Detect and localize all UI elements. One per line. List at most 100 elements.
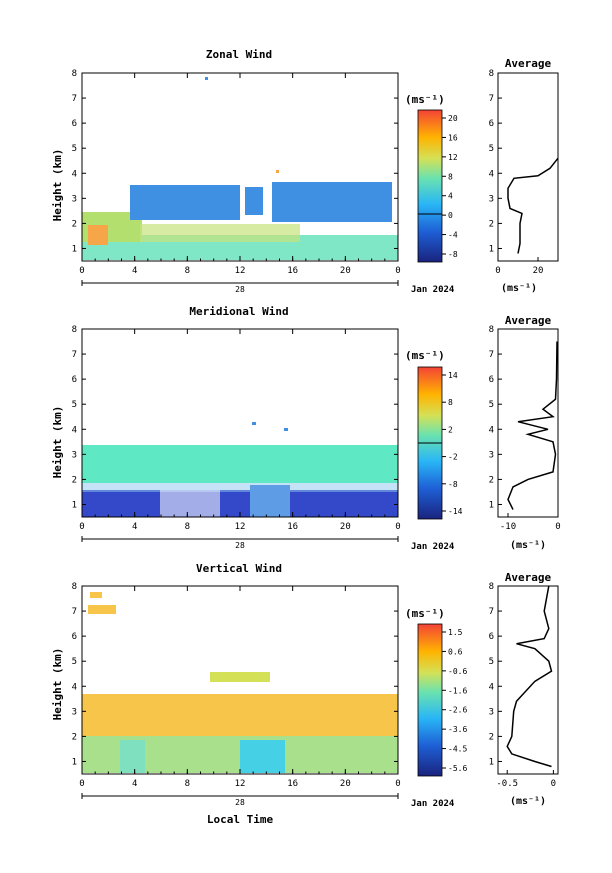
zonal-average: Average 1 2 3 4 5 6 7 8 0 20 (ms⁻¹)	[489, 57, 559, 294]
meridional-avg-profile	[507, 341, 558, 510]
colorbar-tick-label: -4.5	[448, 745, 467, 754]
colorbar-tick-label: 20	[448, 114, 458, 123]
y-tick-label: 1	[72, 500, 77, 510]
avg-y-tick-label: 6	[489, 119, 494, 129]
vertical-colorbar: (ms⁻¹) 1.5 0.6 -0.6 -1.6 -2.6 -3.6 -4.5 -5.6	[405, 607, 467, 777]
vertical-avg-xlabel: (ms⁻¹)	[510, 796, 546, 807]
zonal-avg-title: Average	[505, 57, 552, 70]
meridional-avg-title: Average	[505, 314, 552, 327]
x-tick-label: 12	[235, 522, 246, 532]
zonal-avg-xlabel: (ms⁻¹)	[501, 283, 537, 294]
zonal-colorbar: (ms⁻¹) 20 16 12 8 4 0 -4 -8	[405, 93, 458, 263]
day-label: 28	[235, 798, 245, 807]
y-tick-label: 1	[72, 757, 77, 767]
colorbar-tick-label: -14	[448, 507, 463, 516]
colorbar-tick-label: -1.6	[448, 686, 467, 695]
colorbar-tick-label: -8	[448, 250, 458, 259]
zonal-heatmap-bands	[82, 77, 398, 260]
avg-y-tick-label: 3	[489, 450, 494, 460]
vertical-avg-title: Average	[505, 571, 552, 584]
meridional-colorbar-unit: (ms⁻¹)	[405, 349, 445, 362]
x-tick-label: 0	[79, 266, 84, 276]
meridional-colorbar: (ms⁻¹) 14 8 2 -2 -8 -14	[405, 349, 463, 520]
day-label: 28	[235, 285, 245, 294]
x-tick-label: 16	[287, 779, 298, 789]
y-tick-label: 1	[72, 244, 77, 254]
y-tick-label: 3	[72, 707, 77, 717]
y-tick-label: 6	[72, 632, 77, 642]
colorbar-tick-label: 0	[448, 211, 453, 220]
zonal-title: Zonal Wind	[206, 48, 272, 61]
avg-x-tick-label: 0	[495, 266, 500, 276]
avg-y-tick-label: 1	[489, 244, 494, 254]
zonal-colorbar-unit: (ms⁻¹)	[405, 93, 445, 106]
colorbar-tick-label: 2	[448, 425, 453, 434]
vertical-heatmap-bands	[82, 592, 398, 773]
local-time-label: Local Time	[207, 813, 274, 826]
y-tick-label: 8	[72, 325, 77, 335]
colorbar-tick-label: 16	[448, 133, 458, 142]
avg-y-tick-label: 8	[489, 69, 494, 79]
x-tick-label: 4	[132, 266, 137, 276]
avg-y-tick-label: 7	[489, 350, 494, 360]
y-tick-label: 7	[72, 94, 77, 104]
avg-x-tick-label: -10	[500, 522, 516, 532]
meridional-ylabel: Height (km)	[51, 406, 64, 479]
y-tick-label: 4	[72, 169, 77, 179]
x-tick-label: 8	[185, 266, 190, 276]
y-tick-label: 7	[72, 607, 77, 617]
colorbar-tick-label: -2	[448, 453, 458, 462]
colorbar-tick-label: -5.6	[448, 764, 467, 773]
colorbar-tick-label: -2.6	[448, 706, 467, 715]
avg-y-tick-label: 7	[489, 94, 494, 104]
avg-y-tick-label: 5	[489, 400, 494, 410]
colorbar-tick-label: 8	[448, 172, 453, 181]
y-tick-label: 7	[72, 350, 77, 360]
colorbar-tick-label: 0.6	[448, 647, 463, 656]
colorbar-tick-label: -0.6	[448, 667, 467, 676]
avg-y-tick-label: 3	[489, 194, 494, 204]
x-tick-label: 8	[185, 522, 190, 532]
avg-y-tick-label: 4	[489, 425, 494, 435]
y-tick-label: 8	[72, 69, 77, 79]
vertical-average: Average 1 2 3 4 5 6 7 8 -0.5 0 (ms⁻¹)	[489, 571, 559, 807]
x-tick-label: 4	[132, 779, 137, 789]
avg-y-tick-label: 5	[489, 144, 494, 154]
x-tick-label: 20	[340, 522, 351, 532]
avg-y-tick-label: 6	[489, 375, 494, 385]
vertical-title: Vertical Wind	[196, 562, 282, 575]
y-tick-label: 5	[72, 144, 77, 154]
x-tick-label: 0	[395, 266, 400, 276]
avg-y-tick-label: 8	[489, 325, 494, 335]
x-tick-label: 12	[235, 266, 246, 276]
y-tick-label: 3	[72, 450, 77, 460]
colorbar-tick-label: -8	[448, 480, 458, 489]
y-tick-label: 6	[72, 375, 77, 385]
zonal-ylabel: Height (km)	[51, 149, 64, 222]
vertical-colorbar-unit: (ms⁻¹)	[405, 607, 445, 620]
x-tick-label: 20	[340, 266, 351, 276]
avg-y-tick-label: 2	[489, 475, 494, 485]
x-tick-label: 16	[287, 522, 298, 532]
vertical-ylabel: Height (km)	[51, 648, 64, 721]
x-tick-label: 20	[340, 779, 351, 789]
avg-y-tick-label: 4	[489, 682, 494, 692]
y-tick-label: 8	[72, 582, 77, 592]
y-tick-label: 2	[72, 732, 77, 742]
x-tick-label: 16	[287, 266, 298, 276]
avg-y-tick-label: 8	[489, 582, 494, 592]
avg-x-tick-label: 0	[551, 779, 556, 789]
meridional-title: Meridional Wind	[189, 305, 288, 318]
y-tick-label: 4	[72, 682, 77, 692]
colorbar-tick-label: 4	[448, 192, 453, 201]
avg-y-tick-label: 1	[489, 500, 494, 510]
y-tick-label: 5	[72, 400, 77, 410]
meridional-avg-xlabel: (ms⁻¹)	[510, 540, 546, 551]
zonal-avg-profile	[507, 157, 559, 254]
y-tick-label: 4	[72, 425, 77, 435]
y-tick-label: 6	[72, 119, 77, 129]
avg-y-tick-label: 5	[489, 657, 494, 667]
